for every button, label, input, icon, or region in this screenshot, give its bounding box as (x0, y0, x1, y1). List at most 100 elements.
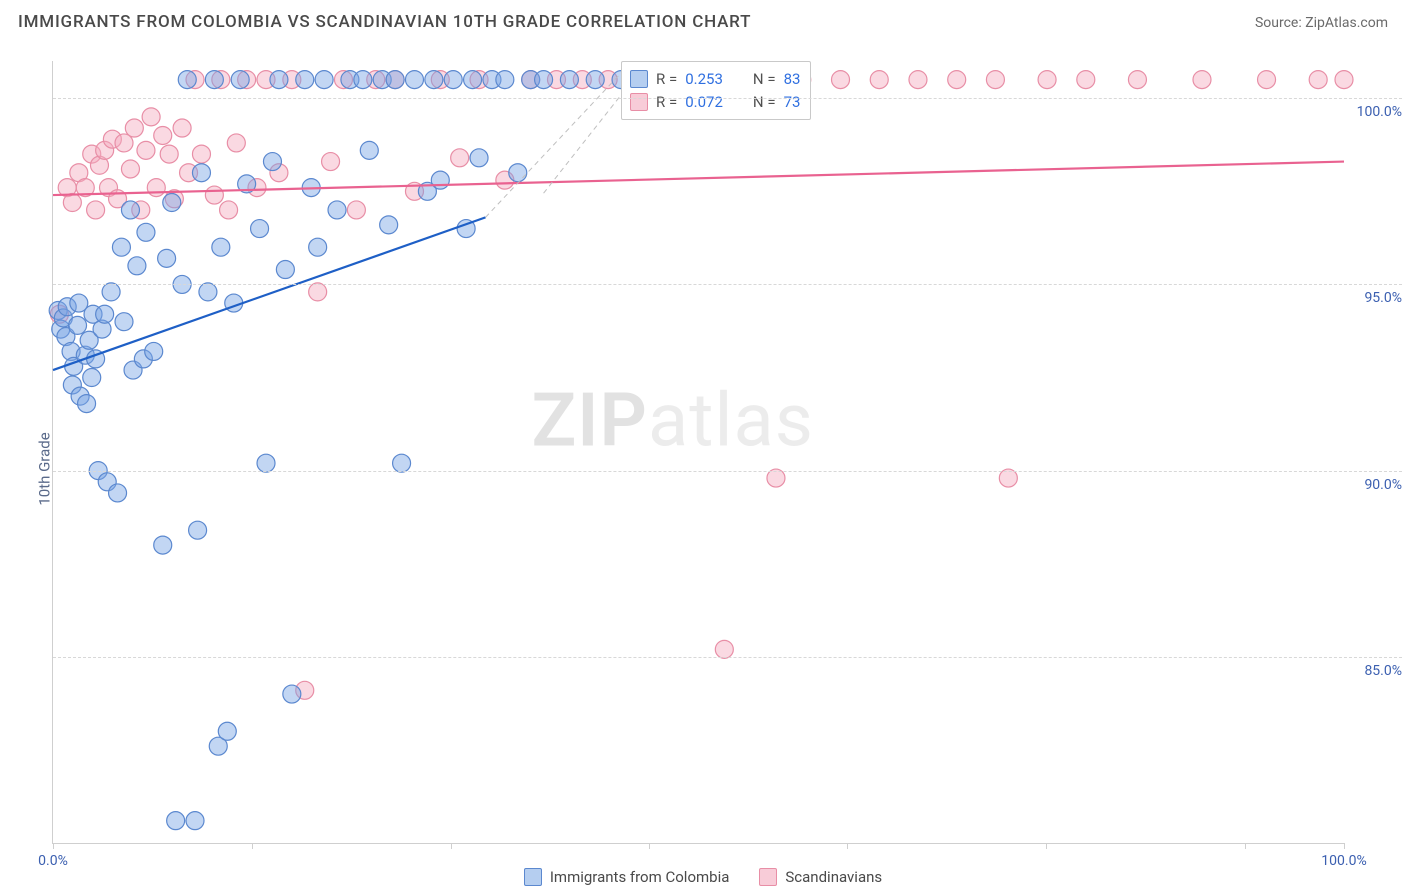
data-point (154, 536, 172, 554)
data-point (535, 71, 553, 89)
data-point (199, 283, 217, 301)
data-point (145, 342, 163, 360)
data-point (109, 484, 127, 502)
r-value-pink: 0.072 (685, 91, 723, 114)
stats-callout: R = 0.253 N = 83 R = 0.072 N = 73 (621, 61, 811, 120)
callout-row-blue: R = 0.253 N = 83 (630, 68, 800, 91)
data-point (102, 283, 120, 301)
data-point (296, 71, 314, 89)
legend-item-pink: Scandinavians (759, 868, 882, 886)
data-point (1193, 71, 1211, 89)
data-point (283, 685, 301, 703)
data-point (909, 71, 927, 89)
y-tick-label: 100.0% (1348, 104, 1402, 120)
source-label: Source: ZipAtlas.com (1255, 15, 1388, 31)
data-point (1258, 71, 1276, 89)
data-point (189, 521, 207, 539)
data-point (354, 71, 372, 89)
data-point (347, 201, 365, 219)
data-point (1128, 71, 1146, 89)
data-point (112, 238, 130, 256)
data-point (257, 454, 275, 472)
data-point (393, 454, 411, 472)
swatch-pink-icon (630, 93, 648, 111)
data-point (178, 71, 196, 89)
source-link[interactable]: ZipAtlas.com (1305, 15, 1388, 31)
data-point (220, 201, 238, 219)
data-point (464, 71, 482, 89)
data-point (322, 153, 340, 171)
data-point (315, 71, 333, 89)
swatch-blue-icon (630, 70, 648, 88)
data-point (1077, 71, 1095, 89)
data-point (121, 201, 139, 219)
r-value-blue: 0.253 (685, 68, 723, 91)
y-tick-label: 95.0% (1348, 290, 1402, 306)
n-value-blue: 83 (784, 68, 801, 91)
data-point (173, 119, 191, 137)
data-point (1335, 71, 1353, 89)
data-point (509, 164, 527, 182)
data-point (142, 108, 160, 126)
y-tick-label: 85.0% (1348, 663, 1402, 679)
data-point (276, 261, 294, 279)
data-point (444, 71, 462, 89)
data-point (137, 141, 155, 159)
data-point (360, 141, 378, 159)
y-axis-label: 10th Grade (36, 432, 54, 505)
data-point (205, 71, 223, 89)
data-point (1038, 71, 1056, 89)
data-point (158, 249, 176, 267)
data-point (78, 395, 96, 413)
y-tick-label: 90.0% (1348, 477, 1402, 493)
data-point (451, 149, 469, 167)
legend-label-blue: Immigrants from Colombia (550, 868, 730, 886)
data-point (870, 71, 888, 89)
legend-label-pink: Scandinavians (785, 868, 882, 886)
legend-swatch-pink-icon (759, 868, 777, 886)
data-point (999, 469, 1017, 487)
data-point (328, 201, 346, 219)
scatter-plot: ZIPatlas R = 0.253 N = 83 R = 0.072 N = … (52, 61, 1344, 844)
data-point (128, 257, 146, 275)
x-tick-label: 100.0% (1321, 853, 1366, 869)
data-point (192, 145, 210, 163)
data-point (115, 313, 133, 331)
data-point (405, 71, 423, 89)
data-point (96, 305, 114, 323)
data-point (715, 640, 733, 658)
data-point (1309, 71, 1327, 89)
data-point (192, 164, 210, 182)
data-point (309, 238, 327, 256)
data-point (586, 71, 604, 89)
data-point (167, 812, 185, 830)
data-point (218, 722, 236, 740)
data-point (380, 216, 398, 234)
data-point (986, 71, 1004, 89)
chart-title: IMMIGRANTS FROM COLOMBIA VS SCANDINAVIAN… (18, 12, 751, 32)
callout-row-pink: R = 0.072 N = 73 (630, 91, 800, 114)
plot-svg (53, 61, 1344, 843)
data-point (154, 126, 172, 144)
data-point (212, 238, 230, 256)
data-point (147, 179, 165, 197)
data-point (160, 145, 178, 163)
data-point (87, 201, 105, 219)
data-point (560, 71, 578, 89)
legend-swatch-blue-icon (524, 868, 542, 886)
data-point (270, 71, 288, 89)
n-value-pink: 73 (784, 91, 801, 114)
data-point (431, 171, 449, 189)
data-point (125, 119, 143, 137)
data-point (69, 316, 87, 334)
data-point (231, 71, 249, 89)
data-point (263, 153, 281, 171)
data-point (186, 812, 204, 830)
data-point (309, 283, 327, 301)
data-point (227, 134, 245, 152)
data-point (63, 194, 81, 212)
legend: Immigrants from Colombia Scandinavians (0, 868, 1406, 886)
data-point (832, 71, 850, 89)
data-point (251, 220, 269, 238)
data-point (386, 71, 404, 89)
